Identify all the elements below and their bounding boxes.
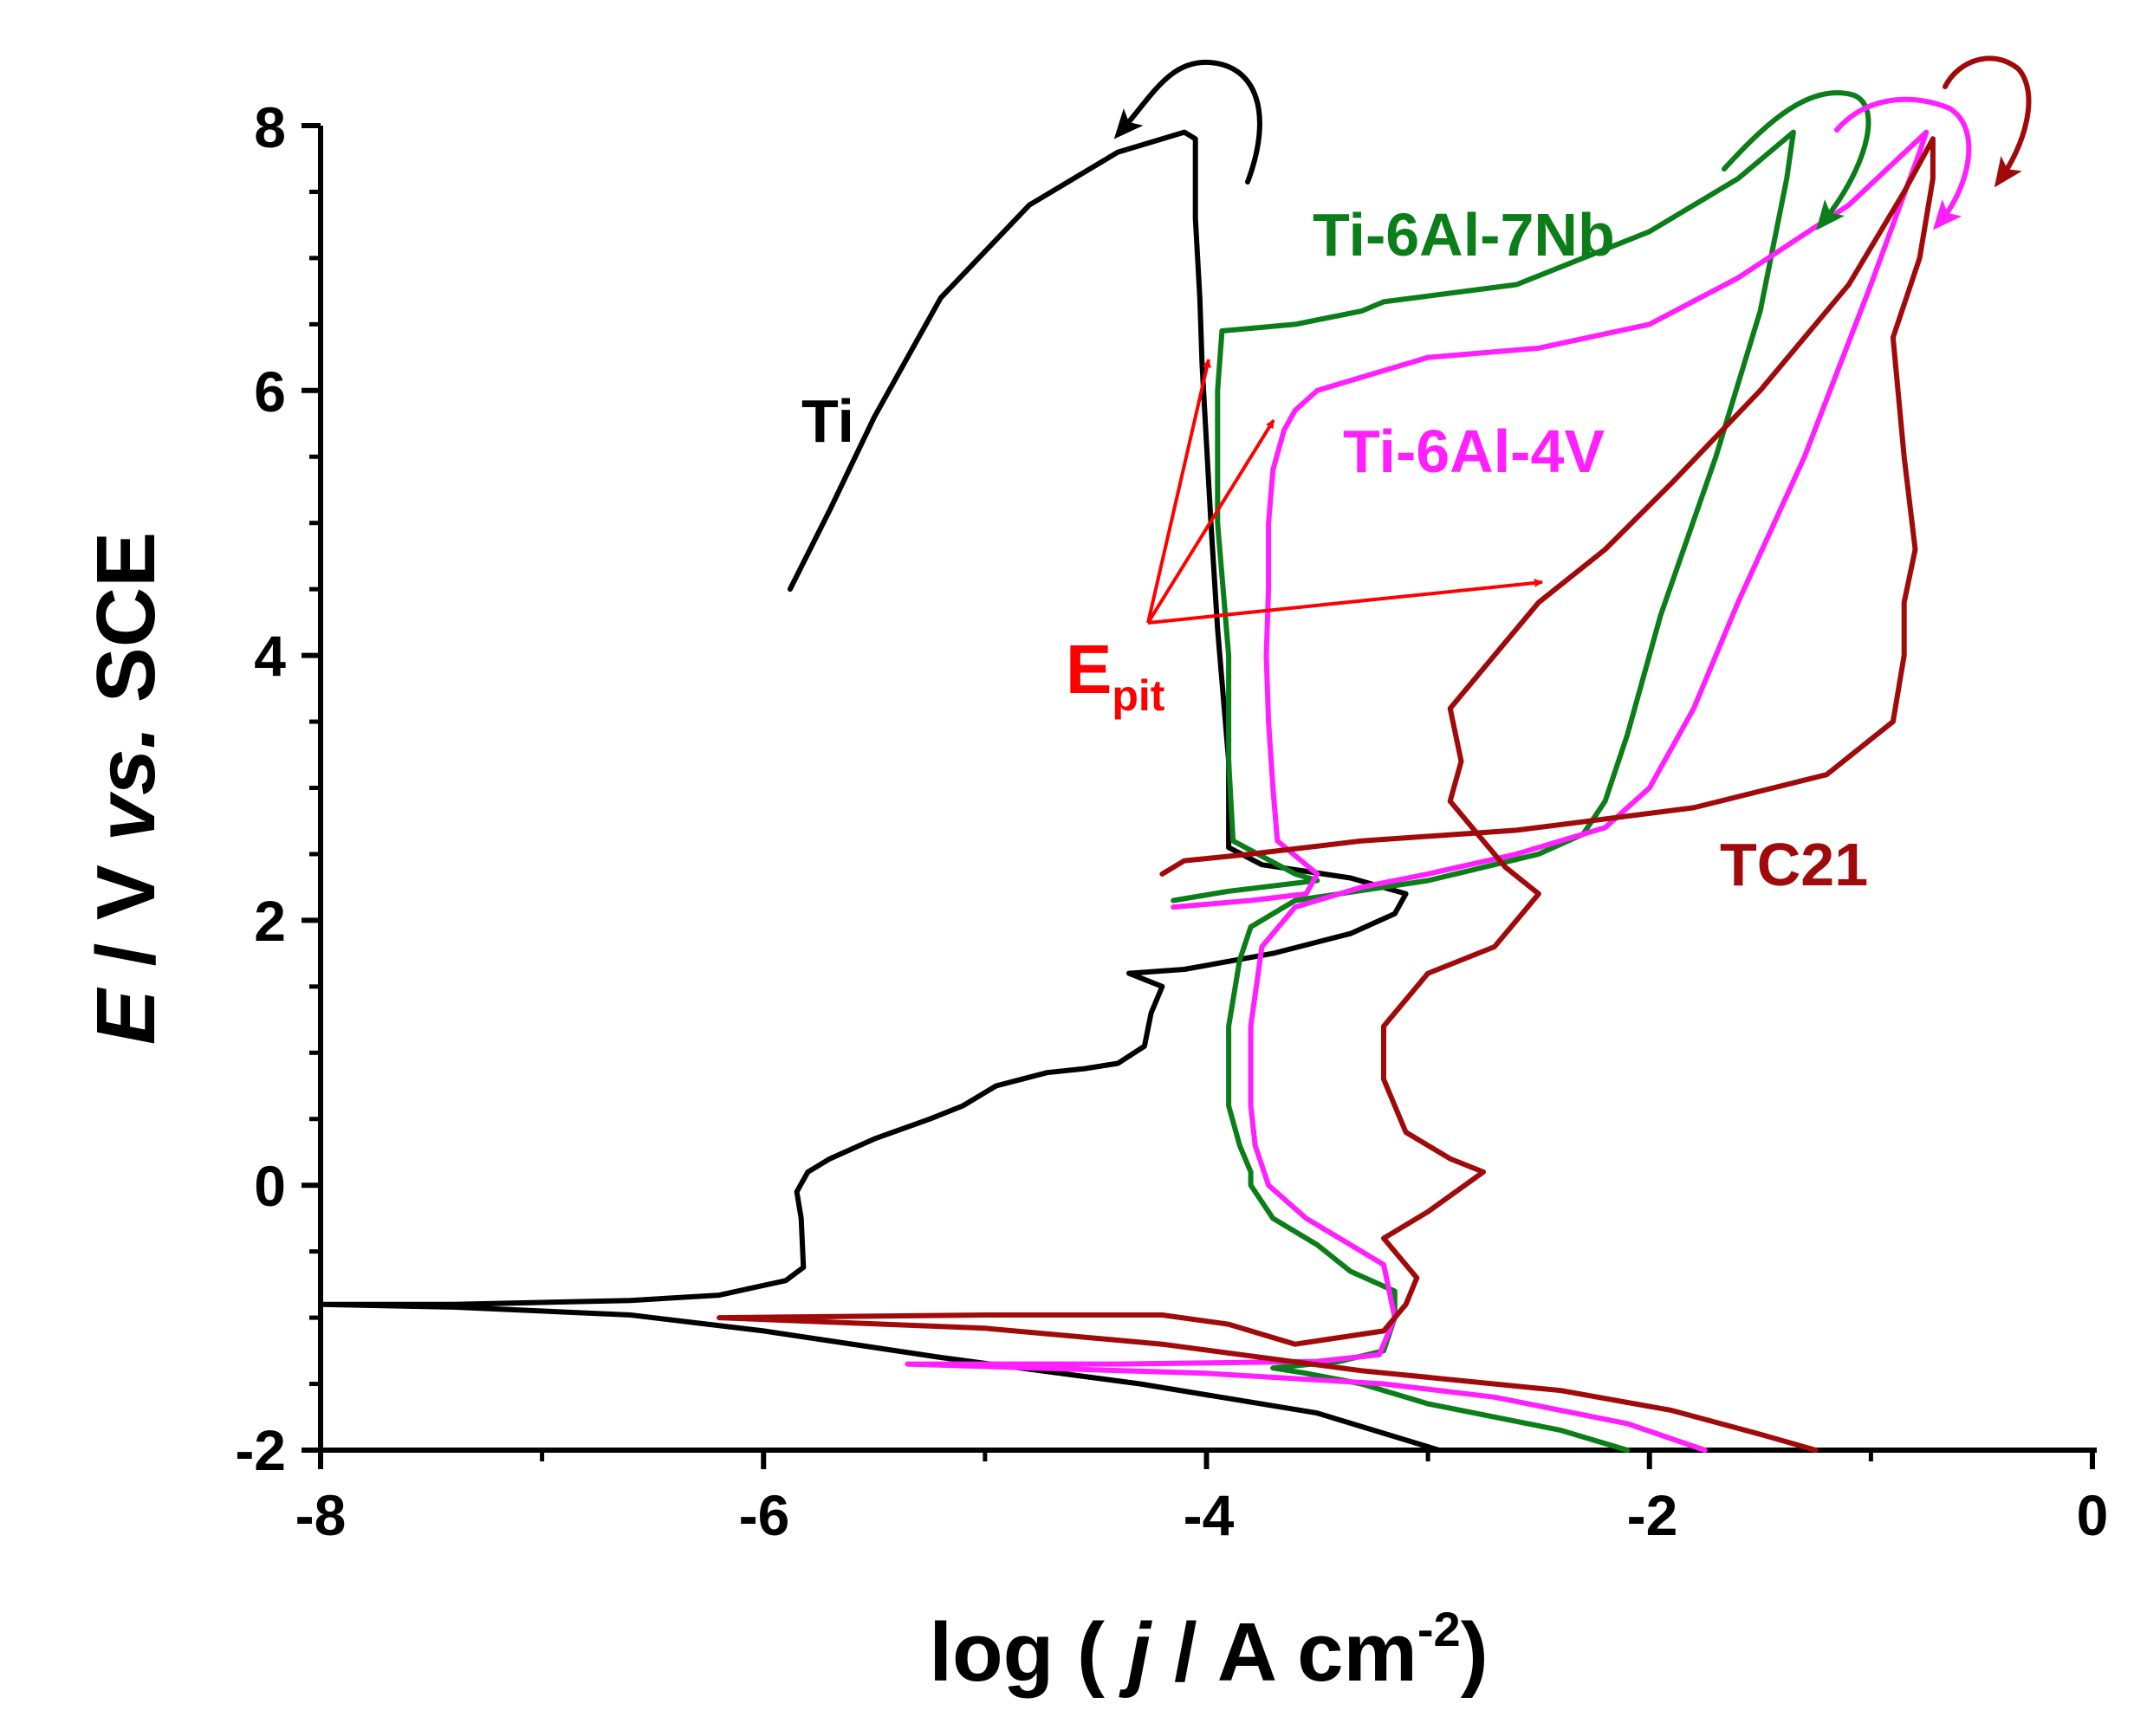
- y-tick-label: 4: [254, 624, 286, 688]
- x-tick-labels: -8 -6 -4 -2 0: [295, 1483, 2109, 1547]
- epit-annotation: Epit: [1066, 359, 1543, 720]
- x-tick-label: 0: [2077, 1483, 2109, 1547]
- epit-arrow-tc21: [1147, 578, 1543, 625]
- series-curves: [318, 129, 1936, 1453]
- y-tick-label: -2: [235, 1418, 286, 1482]
- series-labels: Ti Ti-6Al-7Nb Ti-6Al-4V TC21: [801, 201, 1868, 898]
- series-line-tc21: [717, 136, 1936, 1453]
- y-tick-label: 2: [254, 889, 286, 953]
- series-label-tc21: TC21: [1720, 831, 1868, 898]
- x-tick-label: -6: [739, 1483, 790, 1547]
- y-axis-title: E / V vs. SCE: [80, 532, 172, 1045]
- x-tick-label: -2: [1627, 1483, 1678, 1547]
- series-label-ti6al7nb: Ti-6Al-7Nb: [1313, 201, 1615, 269]
- series-label-ti6al4v: Ti-6Al-4V: [1343, 418, 1605, 485]
- epit-arrow-v: [1146, 418, 1275, 625]
- epit-arrow-nb: [1146, 359, 1211, 624]
- scan-direction-arrows: [1113, 55, 2032, 230]
- epit-label: Epit: [1066, 631, 1165, 720]
- y-tick-label: 8: [254, 95, 286, 159]
- series-line-ti: [318, 129, 1442, 1453]
- nb-reversal-arrow-icon: [1722, 90, 1871, 230]
- y-tick-label: 0: [254, 1154, 286, 1218]
- x-tick-label: -4: [1184, 1483, 1235, 1547]
- axis-ticks: [302, 123, 2095, 1469]
- x-axis-title: log ( j / A cm-2): [929, 1602, 1488, 1699]
- series-line-ti6al4v: [905, 129, 1930, 1453]
- x-tick-label: -8: [295, 1483, 347, 1547]
- series-line-ti6al7nb: [1171, 129, 1796, 1453]
- y-tick-labels: -2 0 2 4 6 8: [235, 95, 286, 1482]
- series-label-ti: Ti: [801, 387, 854, 455]
- tc21-reversal-arrow-icon: [1943, 55, 2032, 188]
- y-tick-label: 6: [254, 360, 286, 424]
- v-reversal-arrow-icon: [1834, 96, 1972, 230]
- ti-reversal-arrow-icon: [1113, 59, 1262, 185]
